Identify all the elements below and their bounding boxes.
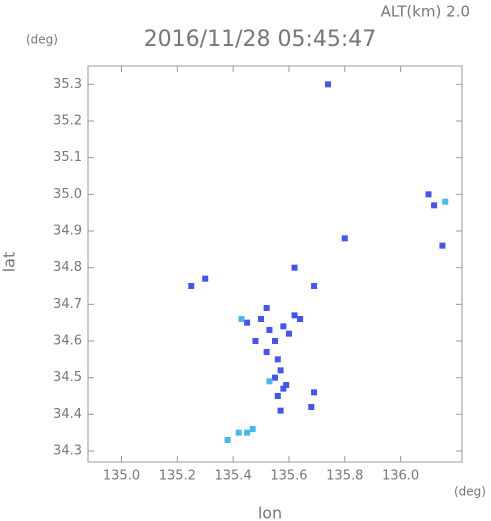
- x-tick-label: 135.6: [270, 469, 307, 484]
- echo-point: [280, 323, 287, 330]
- echo-point: [439, 242, 446, 249]
- echo-point: [341, 235, 348, 242]
- echo-point: [285, 330, 292, 337]
- echo-point: [272, 338, 278, 344]
- echo-point: [311, 283, 318, 289]
- echo-point: [235, 429, 242, 436]
- echo-point: [442, 198, 449, 205]
- altitude-label: ALT(km) 2.0: [381, 3, 470, 21]
- x-tick-label: 136.0: [382, 469, 419, 484]
- echo-point: [188, 283, 195, 289]
- y-tick-label: 34.4: [53, 407, 82, 422]
- x-unit: (deg): [454, 485, 486, 499]
- echo-point: [202, 275, 209, 282]
- y-tick-label: 34.5: [53, 370, 82, 385]
- echo-point: [266, 327, 273, 333]
- echo-point: [263, 349, 270, 355]
- y-tick-label: 34.9: [53, 224, 82, 239]
- echo-point: [274, 356, 281, 363]
- plot-frame: [87, 65, 463, 463]
- echo-point: [272, 374, 278, 381]
- x-tick-label: 135.2: [159, 469, 196, 484]
- echo-point: [249, 426, 256, 432]
- y-tick-label: 35.2: [53, 114, 82, 129]
- y-tick-label: 35.3: [53, 77, 82, 92]
- echo-point: [224, 437, 231, 443]
- y-tick-label: 34.6: [53, 334, 82, 349]
- echo-point: [238, 316, 245, 322]
- echo-point: [425, 191, 432, 198]
- echo-point: [258, 316, 265, 322]
- chart-title: 2016/11/28 05:45:47: [144, 27, 377, 52]
- x-axis-label: lon: [258, 504, 282, 521]
- x-tick-label: 135.4: [215, 469, 252, 484]
- x-tick-label: 135.8: [326, 469, 363, 484]
- y-unit: (deg): [26, 33, 58, 47]
- echo-point: [244, 429, 251, 436]
- echo-point: [280, 385, 287, 392]
- echo-point: [274, 393, 281, 399]
- echo-point: [325, 81, 332, 88]
- y-tick-label: 34.3: [53, 444, 82, 459]
- echo-point: [277, 367, 284, 374]
- y-axis-label: lat: [0, 252, 19, 273]
- echo-point: [252, 338, 259, 344]
- x-tick-label: 135.0: [103, 469, 140, 484]
- echo-point: [266, 378, 273, 385]
- echo-point: [283, 382, 290, 388]
- y-tick-label: 35.0: [53, 187, 82, 202]
- echo-point: [311, 389, 318, 396]
- echo-point: [291, 264, 298, 271]
- echo-point: [431, 202, 438, 209]
- y-tick-label: 34.7: [53, 297, 82, 312]
- echo-point: [277, 407, 284, 414]
- echo-point: [291, 312, 298, 319]
- echo-point: [297, 316, 304, 322]
- echo-point: [244, 319, 251, 326]
- echo-point: [308, 404, 315, 410]
- echo-point: [263, 305, 270, 311]
- y-tick-label: 35.1: [53, 150, 82, 165]
- y-tick-label: 34.8: [53, 260, 82, 275]
